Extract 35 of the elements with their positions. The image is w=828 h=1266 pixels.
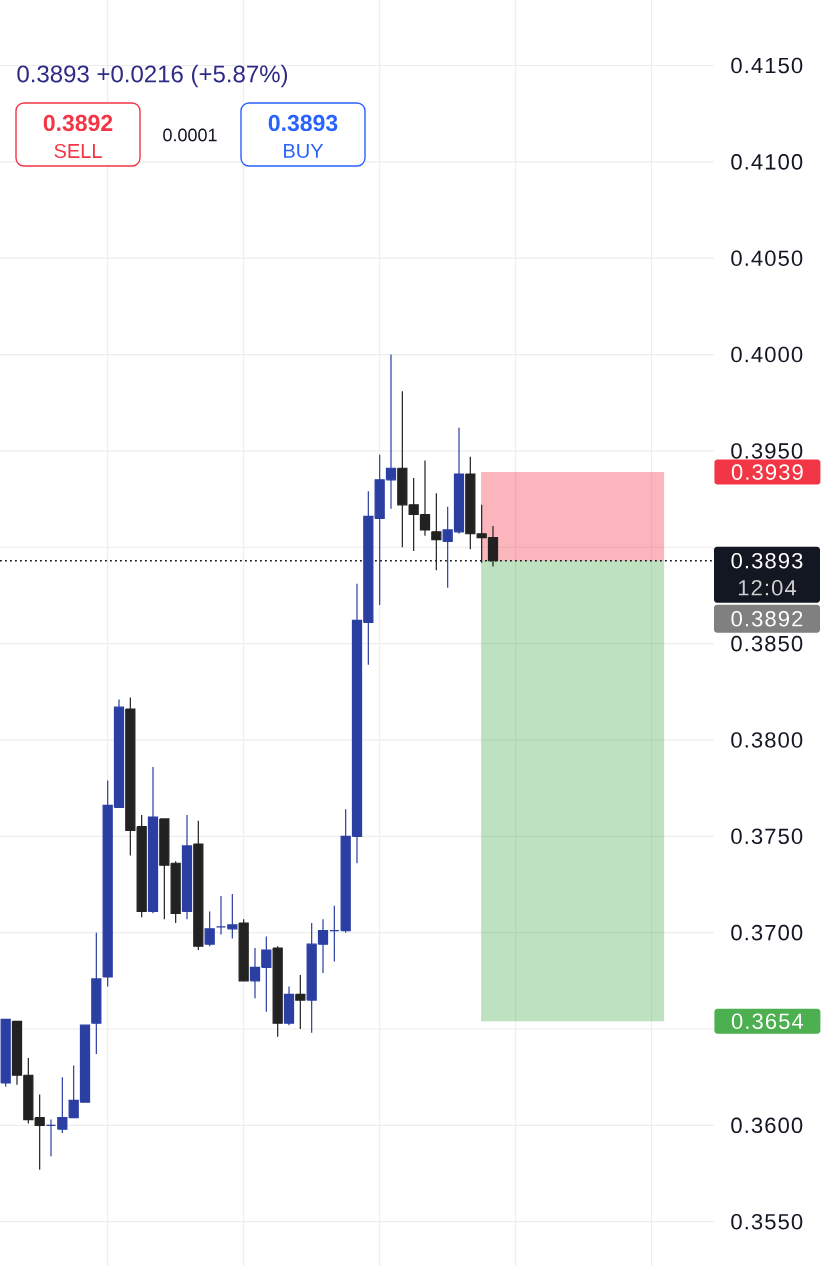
y-tick-label: 0.4000 xyxy=(731,346,803,363)
y-tick-label: 0.3700 xyxy=(731,924,803,941)
annotation: 0.3893 xyxy=(268,114,338,132)
candlestick xyxy=(204,910,215,947)
candlestick xyxy=(238,918,249,982)
text: 0.3939 xyxy=(731,464,803,480)
candlestick xyxy=(272,945,283,1038)
y-tick-label: 0.3800 xyxy=(731,732,803,748)
annotation: SELL xyxy=(54,143,102,159)
y-tick-label: 0.3550 xyxy=(731,1213,803,1230)
candlestick xyxy=(431,492,442,571)
ref-line-label: 0.3893 xyxy=(731,552,803,569)
y-tick-label: 0.3850 xyxy=(731,635,803,652)
text: 0.3892 xyxy=(731,610,803,627)
candlestick xyxy=(147,766,159,914)
candlestick xyxy=(91,932,102,1055)
text: 0.3893 +0.0216 (+5.87%) xyxy=(17,64,288,88)
text: 12:04 xyxy=(738,579,797,596)
candlestick xyxy=(0,1018,11,1088)
candlestick xyxy=(193,820,204,951)
candlestick xyxy=(283,985,295,1026)
text: 0.3654 xyxy=(731,1013,804,1030)
candlestick xyxy=(295,974,306,1030)
y-tick-label: 0.3950 xyxy=(731,443,803,459)
candlestick xyxy=(261,935,272,1013)
y-tick-label: 0.3750 xyxy=(731,828,803,845)
annotation: 0.0001 xyxy=(163,128,217,142)
candlestick xyxy=(249,947,261,999)
candlestick xyxy=(181,814,193,920)
y-tick-label: 0.4150 xyxy=(731,57,803,74)
y-tick-label: 0.4100 xyxy=(731,154,803,170)
y-tick-label: 0.3600 xyxy=(731,1117,803,1134)
annotation: BUY xyxy=(284,144,324,158)
annotation: 0.3892 xyxy=(43,114,113,132)
y-tick-label: 0.4050 xyxy=(731,250,803,266)
